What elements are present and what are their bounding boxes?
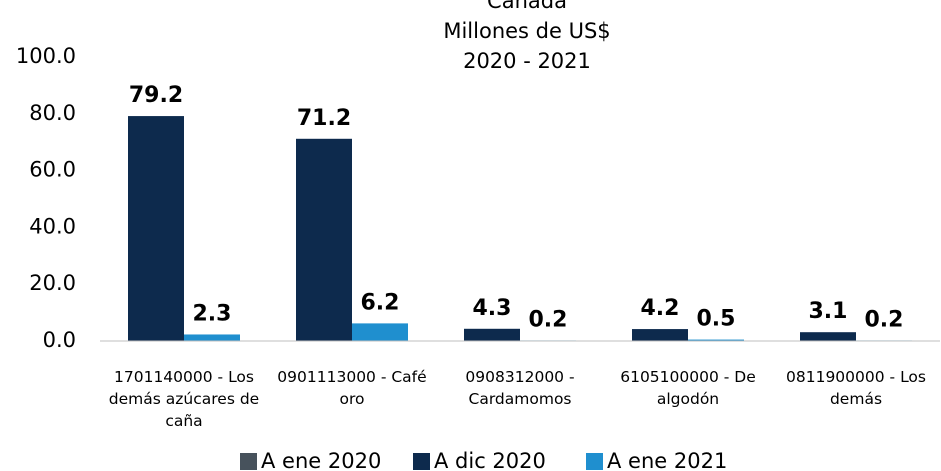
chart-title: 2020 - 2021 (463, 49, 591, 73)
legend-item: A dic 2020 (413, 449, 546, 471)
data-label: 6.2 (361, 290, 400, 315)
data-label: 0.2 (865, 307, 904, 332)
y-tick-label: 20.0 (29, 271, 76, 295)
bar (464, 328, 520, 341)
y-tick-label: 80.0 (29, 101, 76, 125)
data-label: 0.5 (697, 307, 736, 332)
data-label: 0.2 (529, 307, 568, 332)
data-label: 2.3 (193, 301, 232, 326)
x-tick-label: 1701140000 - Los demás azúcares de caña (108, 368, 260, 430)
data-label: 4.2 (641, 296, 680, 321)
legend-swatch (413, 452, 430, 470)
x-tick-label: 0908312000 - Cardamomos (465, 368, 575, 408)
y-tick-label: 100.0 (16, 44, 76, 68)
legend-label: A dic 2020 (434, 449, 546, 471)
bar (352, 323, 408, 341)
legend-swatch (586, 452, 603, 470)
chart-title: Millones de US$ (443, 19, 610, 43)
data-label: 79.2 (129, 83, 183, 108)
x-tick-label: 0811900000 - Los demás (786, 368, 926, 408)
bar (184, 334, 240, 341)
bar (632, 329, 688, 341)
legend-item: A ene 2021 (586, 449, 727, 471)
data-label: 4.3 (473, 296, 512, 321)
y-tick-label: 60.0 (29, 158, 76, 182)
legend-swatch (240, 452, 257, 470)
chart-title: Canadá (487, 0, 567, 13)
data-label: 71.2 (297, 106, 351, 131)
y-tick-label: 0.0 (43, 328, 76, 352)
legend-label: A ene 2021 (607, 449, 728, 471)
bar (128, 116, 184, 342)
legend-item: A ene 2020 (240, 449, 381, 471)
bar (688, 339, 744, 341)
bar (800, 332, 856, 341)
y-tick-label: 40.0 (29, 214, 76, 238)
x-tick-label: 0901113000 - Café oro (277, 368, 427, 408)
bar (296, 138, 352, 341)
data-label: 3.1 (809, 299, 848, 324)
legend-label: A ene 2020 (261, 449, 382, 471)
x-tick-label: 6105100000 - De algodón (620, 368, 756, 408)
